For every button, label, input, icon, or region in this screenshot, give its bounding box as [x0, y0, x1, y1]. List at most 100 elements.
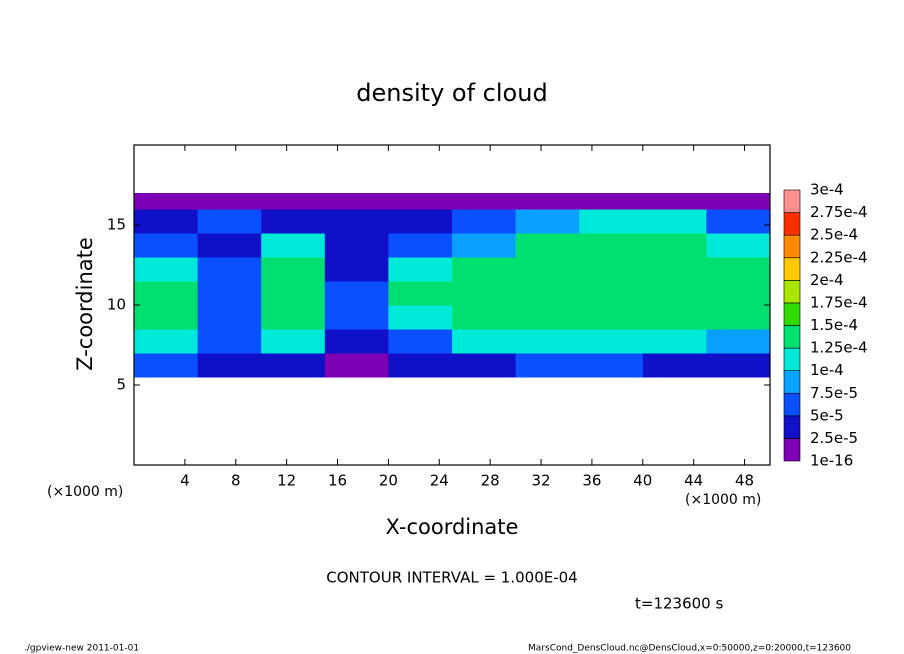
- colorbar-label: 1e-4: [810, 361, 844, 379]
- field-cell: [579, 257, 644, 282]
- field: [134, 193, 771, 378]
- field-cell: [261, 329, 326, 354]
- field-cell: [515, 281, 580, 306]
- field-cell: [706, 353, 771, 378]
- field-cell: [706, 329, 771, 354]
- x-tick-label: 40: [633, 472, 652, 490]
- colorbar-label: 3e-4: [810, 181, 844, 199]
- colorbar-box: [783, 392, 801, 417]
- colorbar-label: 2.75e-4: [810, 203, 868, 221]
- colorbar-box: [783, 438, 801, 462]
- x-tick-label: 16: [328, 472, 347, 490]
- colorbar-box: [783, 212, 801, 236]
- field-cell: [452, 193, 517, 210]
- x-tick-label: 12: [277, 472, 296, 490]
- x-tick-label: 32: [531, 472, 550, 490]
- field-cell: [452, 353, 517, 378]
- field-cell: [706, 233, 771, 258]
- x-axis-label: X-coordinate: [386, 515, 519, 539]
- field-cell: [324, 281, 389, 306]
- field-cell: [197, 233, 262, 258]
- field-cell: [642, 257, 707, 282]
- y-unit: (×1000 m): [47, 484, 123, 500]
- colorbar-label: 2e-4: [810, 271, 844, 289]
- field-cell: [261, 209, 326, 234]
- field-cell: [642, 281, 707, 306]
- field-cell: [197, 193, 262, 210]
- x-unit: (×1000 m): [685, 492, 761, 508]
- colorbar-label: 2.25e-4: [810, 248, 868, 266]
- x-tick-label: 24: [430, 472, 449, 490]
- colorbar-box: [783, 325, 801, 349]
- field-cell: [388, 193, 453, 210]
- field-cell: [261, 193, 326, 210]
- field-cell: [134, 193, 199, 210]
- field-cell: [515, 233, 580, 258]
- field-cell: [261, 257, 326, 282]
- field-cell: [134, 329, 199, 354]
- field-cell: [197, 209, 262, 234]
- y-axis-label: Z-coordinate: [73, 237, 97, 371]
- chart-title: density of cloud: [356, 79, 547, 107]
- field-cell: [324, 233, 389, 258]
- colorbar-label: 1.5e-4: [810, 316, 858, 334]
- colorbar-box: [783, 415, 801, 439]
- field-cell: [388, 329, 453, 354]
- field-cell: [197, 329, 262, 354]
- field-cell: [706, 193, 771, 210]
- field-cell: [579, 353, 644, 378]
- field-cell: [324, 305, 389, 330]
- field-cell: [134, 305, 199, 330]
- field-cell: [388, 281, 453, 306]
- x-tick-label: 44: [684, 472, 703, 490]
- colorbar-label: 1e-16: [810, 452, 853, 470]
- field-cell: [579, 193, 644, 210]
- field-cell: [261, 353, 326, 378]
- field-cell: [261, 233, 326, 258]
- field-cell: [388, 209, 453, 234]
- footer-right: MarsCond_DensCloud.nc@DensCloud,x=0:5000…: [528, 644, 851, 654]
- colorbar-box: [783, 189, 801, 213]
- field-cell: [515, 329, 580, 354]
- field-cell: [706, 305, 771, 330]
- field-cell: [452, 281, 517, 306]
- field-cell: [515, 257, 580, 282]
- field-cell: [324, 353, 389, 378]
- colorbar-label: 5e-5: [810, 406, 844, 424]
- field-cell: [134, 257, 199, 282]
- colorbar-box: [783, 302, 801, 326]
- field-cell: [579, 209, 644, 234]
- field-cell: [579, 281, 644, 306]
- field-cell: [579, 329, 644, 354]
- field-cell: [515, 305, 580, 330]
- contour-interval: CONTOUR INTERVAL = 1.000E-04: [326, 569, 577, 587]
- footer-left: ./gpview-new 2011-01-01: [24, 644, 139, 654]
- field-cell: [642, 209, 707, 234]
- colorbar-box: [783, 280, 801, 304]
- colorbar-box: [783, 257, 801, 281]
- field-cell: [452, 233, 517, 258]
- colorbar-box: [783, 234, 801, 259]
- field-cell: [134, 209, 199, 234]
- x-tick-label: 8: [231, 472, 241, 490]
- field-cell: [261, 281, 326, 306]
- field-cell: [324, 193, 389, 210]
- field-cell: [642, 353, 707, 378]
- x-tick-label: 48: [735, 472, 754, 490]
- field-cell: [515, 193, 580, 210]
- colorbar-label: 1.75e-4: [810, 293, 868, 311]
- field-cell: [388, 257, 453, 282]
- field-cell: [388, 353, 453, 378]
- colorbar-label: 1.25e-4: [810, 339, 868, 357]
- field-cell: [579, 305, 644, 330]
- colorbar-label: 2.5e-4: [810, 226, 858, 244]
- field-cell: [642, 233, 707, 258]
- y-tick-label: 15: [107, 216, 126, 234]
- field-cell: [197, 257, 262, 282]
- field-cell: [134, 281, 199, 306]
- x-tick-label: 4: [180, 472, 190, 490]
- field-cell: [706, 281, 771, 306]
- y-tick-label: 5: [116, 376, 126, 394]
- field-cell: [324, 257, 389, 282]
